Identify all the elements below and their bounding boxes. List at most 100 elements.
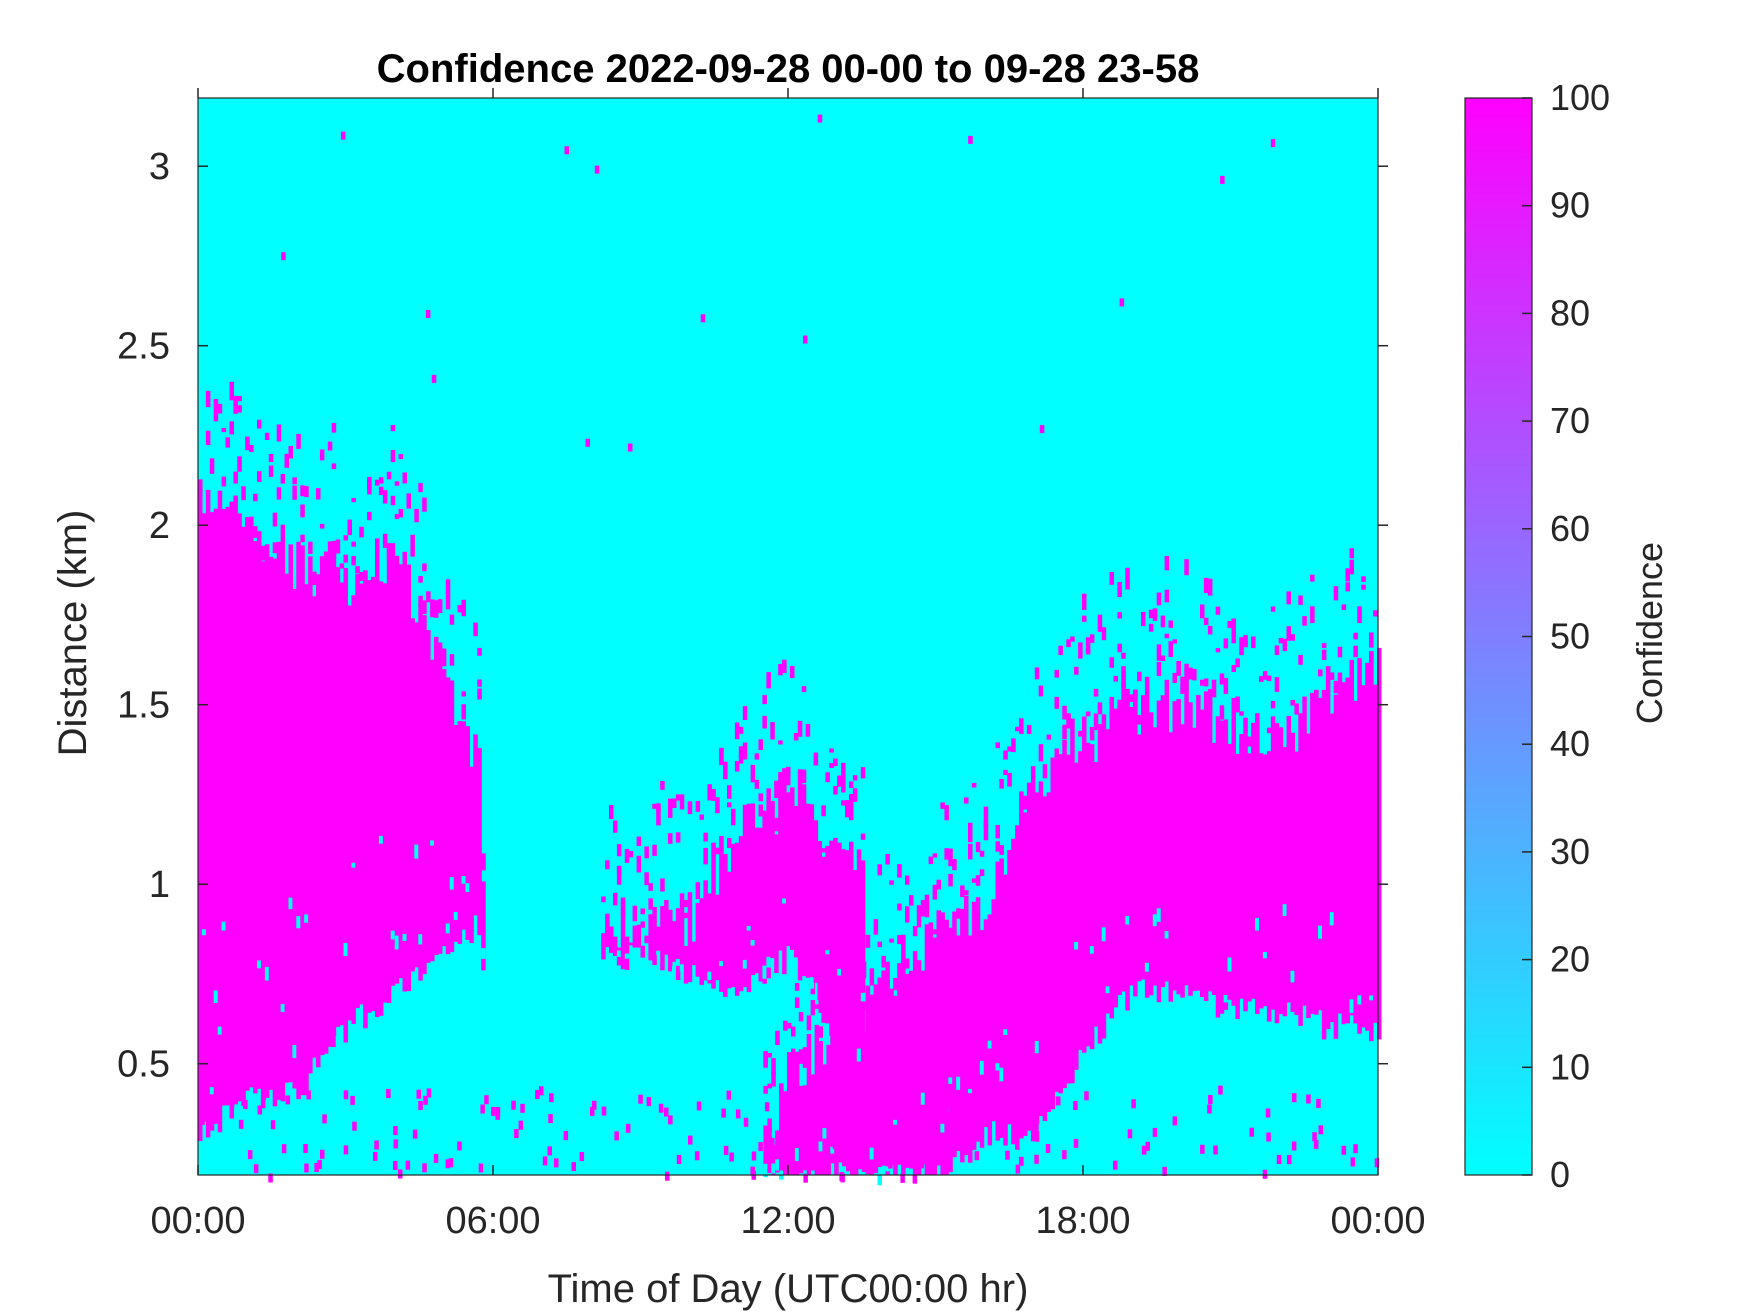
heatmap-speckle: [695, 882, 701, 900]
heatmap-cell-column: [964, 895, 969, 1156]
heatmap-speckle: [386, 543, 392, 561]
heatmap-cell-column: [1180, 724, 1185, 998]
heatmap-hole: [782, 898, 787, 904]
heatmap-speckle: [1369, 632, 1374, 648]
heatmap-speckle: [257, 471, 262, 482]
heatmap-speckle: [394, 481, 400, 486]
heatmap-speckle: [613, 892, 618, 906]
heatmap-cell-column: [695, 902, 701, 977]
heatmap-hole: [445, 923, 451, 934]
heatmap-speckle: [905, 875, 910, 885]
heatmap-speckle: [1034, 1154, 1039, 1164]
heatmap-speckle: [312, 571, 317, 585]
heatmap-cell-column: [477, 748, 482, 936]
heatmap-speckle: [247, 1150, 253, 1160]
heatmap-hole: [750, 940, 756, 946]
heatmap-speckle: [1329, 672, 1335, 680]
heatmap-cell-column: [999, 858, 1004, 1138]
heatmap-cell-column: [940, 918, 945, 1175]
heatmap-speckle: [948, 873, 953, 887]
x-tick-label: 06:00: [445, 1200, 540, 1242]
heatmap-cell-column: [703, 880, 708, 981]
heatmap-speckle: [883, 1097, 888, 1107]
heatmap-speckle: [382, 490, 388, 504]
heatmap-cell-column: [1369, 652, 1374, 1042]
heatmap-speckle: [758, 739, 763, 750]
heatmap-hole: [672, 965, 677, 978]
heatmap-speckle: [225, 437, 230, 448]
heatmap-speckle: [758, 804, 763, 817]
heatmap-hole: [414, 844, 419, 859]
heatmap-speckle: [754, 753, 760, 760]
heatmap-speckle: [412, 1129, 418, 1139]
heatmap-speckle: [347, 605, 352, 612]
heatmap-speckle: [1097, 614, 1103, 632]
heatmap-hole: [257, 960, 262, 969]
heatmap-speckle: [416, 1089, 421, 1099]
heatmap-speckle: [209, 458, 215, 474]
heatmap-speckle: [1310, 606, 1315, 612]
heatmap-speckle: [1349, 548, 1354, 559]
heatmap-cell-column: [813, 820, 819, 983]
ground-speckles: [200, 1085, 1380, 1184]
heatmap-hole: [1255, 917, 1260, 931]
heatmap-cell-column: [1062, 742, 1067, 1089]
heatmap-speckle: [665, 1171, 670, 1181]
heatmap-speckle: [437, 599, 443, 613]
heatmap-speckle: [229, 387, 234, 401]
heatmap-speckle: [272, 542, 278, 554]
heatmap-speckle: [351, 556, 356, 566]
x-axis-label: Time of Day (UTC00:00 hr): [548, 1267, 1029, 1311]
heatmap-speckle: [1373, 610, 1378, 617]
heatmap-speckle: [805, 724, 811, 737]
heatmap-speckle: [775, 1130, 780, 1140]
heatmap-cell-column: [1278, 741, 1284, 1014]
heatmap-speckle: [774, 780, 779, 799]
heatmap-speckle: [1156, 644, 1162, 661]
heatmap-speckle: [200, 1115, 205, 1125]
heatmap-hole: [378, 835, 384, 844]
heatmap-speckle: [481, 860, 486, 871]
heatmap-speckle: [1058, 645, 1063, 655]
heatmap-cell-column: [386, 547, 392, 1003]
colorbar-tick-label: 40: [1550, 723, 1590, 764]
heatmap-speckle: [542, 1156, 548, 1166]
heatmap-speckle: [920, 900, 926, 917]
heatmap-speckle: [393, 1126, 398, 1136]
heatmap-speckle: [352, 1121, 357, 1131]
heatmap-cell-column: [323, 551, 329, 1054]
heatmap-speckle: [327, 441, 333, 451]
heatmap-speckle: [798, 1049, 804, 1064]
heatmap-speckle: [1292, 1093, 1297, 1103]
heatmap-cell-column: [1337, 672, 1343, 1014]
heatmap-speckle: [382, 533, 388, 548]
heatmap-hole: [1318, 925, 1323, 939]
heatmap-cell-column: [850, 1016, 855, 1175]
heatmap-cell-column: [727, 871, 732, 989]
heatmap-speckle: [694, 1151, 700, 1161]
heatmap-speckle: [276, 487, 282, 500]
heatmap-speckle: [979, 869, 985, 876]
heatmap-hole: [771, 1163, 776, 1174]
heatmap-cell-column: [1156, 700, 1162, 1003]
heatmap-cell-column: [837, 842, 842, 1060]
heatmap-speckle: [975, 842, 981, 853]
heatmap-cell-column: [826, 1044, 831, 1175]
heatmap-speckle: [445, 1159, 451, 1169]
heatmap-speckle: [1192, 669, 1197, 681]
heatmap-speckle: [999, 779, 1004, 789]
heatmap-speckle: [1074, 666, 1079, 675]
heatmap-speckle: [445, 579, 451, 594]
heatmap-cell-column: [319, 556, 325, 1056]
heatmap-speckle: [1310, 610, 1315, 623]
heatmap-hole: [830, 1146, 835, 1154]
heatmap-speckle: [477, 647, 482, 656]
heatmap-cell-column: [920, 970, 926, 1165]
heatmap-speckle: [624, 849, 630, 863]
heatmap-speckle: [803, 1173, 808, 1183]
heatmap-speckle: [1045, 1144, 1051, 1153]
heatmap-cell-column: [1117, 699, 1122, 995]
heatmap-speckle: [243, 1099, 248, 1109]
heatmap-speckle: [351, 498, 356, 503]
heatmap-cell-column: [861, 1031, 867, 1172]
